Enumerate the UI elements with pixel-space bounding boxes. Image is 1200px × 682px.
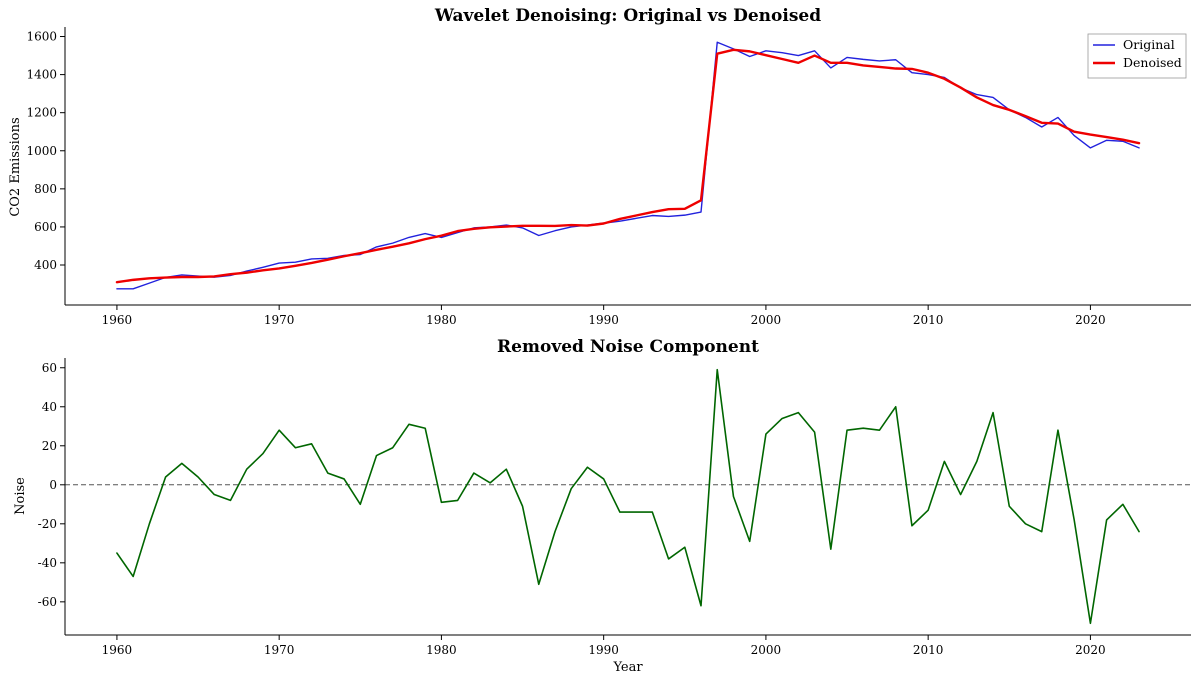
plot-area-top: 1960 1970 1980 1990 2000 2010 2020 400 600 800 100… bbox=[26, 30, 1141, 327]
chart-title-top: Wavelet Denoising: Original vs Denoised bbox=[434, 6, 821, 26]
y-tick-label-1400: 1400 bbox=[26, 68, 57, 82]
y-axis-label-top: CO2 Emissions bbox=[8, 117, 23, 216]
y-tick-label-40: 40 bbox=[42, 400, 57, 414]
chart-title-bottom: Removed Noise Component bbox=[497, 337, 759, 357]
y-tick-label--60: -60 bbox=[38, 595, 57, 609]
x-tick-label-2020: 2020 bbox=[1075, 643, 1106, 657]
x-tick-label-2000: 2000 bbox=[751, 313, 782, 327]
y-tick-label--40: -40 bbox=[38, 556, 57, 570]
y-tick-label-600: 600 bbox=[34, 220, 57, 234]
x-axis-label-bottom: Year bbox=[612, 660, 643, 675]
x-tick-label-2000: 2000 bbox=[751, 643, 782, 657]
y-tick-label-400: 400 bbox=[34, 258, 57, 272]
y-tick-label--20: -20 bbox=[38, 517, 57, 531]
x-tick-label-2020: 2020 bbox=[1075, 313, 1106, 327]
x-tick-label-2010: 2010 bbox=[913, 313, 944, 327]
legend-box bbox=[1087, 33, 1187, 79]
legend-label-denoised: Denoised bbox=[1123, 55, 1182, 70]
plot-area-bottom: 1960 1970 1980 1990 2000 2010 2020 -60 -40 -20 0 20… bbox=[38, 361, 1191, 657]
x-tick-label-1970: 1970 bbox=[264, 313, 295, 327]
x-tick-label-1960: 1960 bbox=[102, 643, 133, 657]
x-tick-label-2010: 2010 bbox=[913, 643, 944, 657]
x-tick-label-1970: 1970 bbox=[264, 643, 295, 657]
y-tick-label-20: 20 bbox=[42, 439, 57, 453]
x-tick-label-1980: 1980 bbox=[426, 643, 457, 657]
panel-noise: Removed Noise Component Noise Year 1960 1… bbox=[13, 337, 1191, 675]
original-series-line bbox=[116, 41, 1140, 290]
y-tick-label-1200: 1200 bbox=[26, 106, 57, 120]
denoised-series-line bbox=[115, 48, 1141, 284]
x-tick-label-1990: 1990 bbox=[588, 643, 619, 657]
y-tick-label-800: 800 bbox=[34, 182, 57, 196]
y-tick-label-60: 60 bbox=[42, 361, 57, 375]
noise-series-line bbox=[116, 368, 1140, 625]
legend-label-original: Original bbox=[1123, 37, 1175, 52]
x-tick-label-1990: 1990 bbox=[588, 313, 619, 327]
y-tick-label-0: 0 bbox=[49, 478, 57, 492]
y-axis-label-bottom: Noise bbox=[13, 477, 28, 515]
legend: Original Denoised bbox=[1087, 33, 1187, 79]
x-tick-label-1960: 1960 bbox=[102, 313, 133, 327]
panel-original-vs-denoised: Wavelet Denoising: Original vs Denoised … bbox=[8, 6, 1191, 327]
y-tick-label-1600: 1600 bbox=[26, 30, 57, 44]
x-tick-label-1980: 1980 bbox=[426, 313, 457, 327]
y-tick-label-1000: 1000 bbox=[26, 144, 57, 158]
